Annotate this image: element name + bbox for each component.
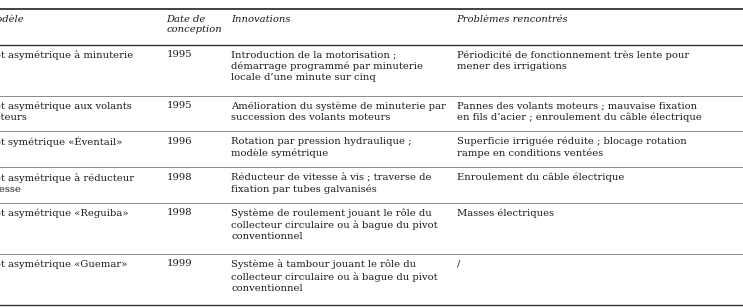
Text: Système de roulement jouant le rôle du
collecteur circulaire ou à bague du pivot: Système de roulement jouant le rôle du c… [231, 209, 438, 241]
Text: Réducteur de vitesse à vis ; traverse de
fixation par tubes galvanisés: Réducteur de vitesse à vis ; traverse de… [231, 173, 432, 194]
Text: Masses électriques: Masses électriques [456, 209, 554, 218]
Text: Innovations: Innovations [231, 15, 291, 24]
Text: Enroulement du câble électrique: Enroulement du câble électrique [456, 173, 624, 182]
Text: /: / [456, 259, 460, 269]
Text: 1999: 1999 [166, 259, 192, 269]
Text: Pannes des volants moteurs ; mauvaise fixation
en fils d’acier ; enroulement du : Pannes des volants moteurs ; mauvaise fi… [456, 101, 701, 122]
Text: Problèmes rencontrés: Problèmes rencontrés [456, 15, 568, 24]
Text: ivot asymétrique aux volants
moteurs: ivot asymétrique aux volants moteurs [0, 101, 132, 122]
Text: Introduction de la motorisation ;
démarrage programmé par minuterie
locale d’une: Introduction de la motorisation ; démarr… [231, 50, 423, 82]
Text: 1998: 1998 [166, 209, 192, 217]
Text: 1995: 1995 [166, 101, 192, 110]
Text: ivot asymétrique «Guemar»: ivot asymétrique «Guemar» [0, 259, 127, 269]
Text: Rotation par pression hydraulique ;
modèle symétrique: Rotation par pression hydraulique ; modè… [231, 137, 412, 158]
Text: 1998: 1998 [166, 173, 192, 182]
Text: Périodicité de fonctionnement très lente pour
mener des irrigations: Périodicité de fonctionnement très lente… [456, 50, 689, 71]
Text: ivot asymétrique à réducteur
vitesse: ivot asymétrique à réducteur vitesse [0, 173, 134, 194]
Text: ivot symétrique «Éventail»: ivot symétrique «Éventail» [0, 137, 123, 148]
Text: Système à tambour jouant le rôle du
collecteur circulaire ou à bague du pivot
co: Système à tambour jouant le rôle du coll… [231, 259, 438, 293]
Text: Date de
conception: Date de conception [166, 15, 222, 34]
Text: ivot asymétrique «Reguiba»: ivot asymétrique «Reguiba» [0, 209, 129, 218]
Text: Superficie irriguée réduite ; blocage rotation
rampe en conditions ventées: Superficie irriguée réduite ; blocage ro… [456, 137, 687, 158]
Text: Amélioration du système de minuterie par
succession des volants moteurs: Amélioration du système de minuterie par… [231, 101, 446, 122]
Text: ivot asymétrique à minuterie: ivot asymétrique à minuterie [0, 50, 133, 60]
Text: 1995: 1995 [166, 50, 192, 59]
Text: 1996: 1996 [166, 137, 192, 146]
Text: Modèle: Modèle [0, 15, 24, 24]
